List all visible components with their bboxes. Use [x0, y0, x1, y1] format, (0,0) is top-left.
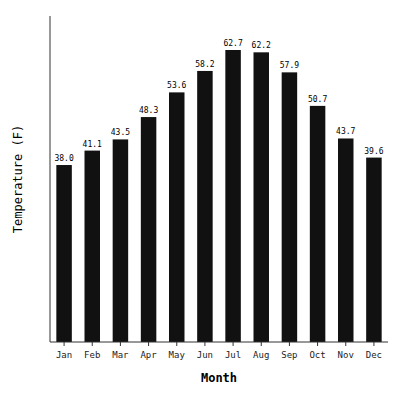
- data-label: 38.0: [54, 154, 73, 163]
- x-tick: [176, 342, 177, 346]
- y-axis-line: [50, 16, 51, 342]
- x-tick: [148, 342, 149, 346]
- x-tick-label: Sep: [281, 350, 297, 360]
- bar: [197, 71, 212, 342]
- x-axis-label: Month: [201, 371, 237, 385]
- x-tick-label: Aug: [253, 350, 269, 360]
- chart-container: 38.0 41.1 43.5 48.3 53.6 58.2 62.7 62.2 57.9 50.7…: [0, 0, 400, 400]
- bar: [366, 158, 381, 342]
- bars: [56, 50, 381, 342]
- data-label: 43.5: [111, 128, 130, 137]
- x-tick: [373, 342, 374, 346]
- chart-svg: 38.0 41.1 43.5 48.3 53.6 58.2 62.7 62.2 57.9 50.7…: [0, 0, 400, 400]
- data-label: 41.1: [83, 140, 102, 149]
- x-tick: [317, 342, 318, 346]
- data-label: 53.6: [167, 81, 186, 90]
- x-tick: [233, 342, 234, 346]
- bar: [310, 106, 325, 342]
- x-tick: [345, 342, 346, 346]
- x-tick: [64, 342, 65, 346]
- x-tick-label: Jul: [225, 350, 241, 360]
- bar: [225, 50, 240, 342]
- x-tick-label: Jan: [56, 350, 72, 360]
- bar: [282, 72, 297, 342]
- x-tick-label: Nov: [338, 350, 354, 360]
- background: [0, 0, 400, 400]
- x-tick: [204, 342, 205, 346]
- data-label: 39.6: [364, 147, 383, 156]
- x-tick-label: Jun: [197, 350, 213, 360]
- y-axis-label: Temperature (F): [11, 125, 25, 233]
- data-label: 57.9: [280, 61, 299, 70]
- data-label: 43.7: [336, 127, 355, 136]
- x-tick: [92, 342, 93, 346]
- x-tick-label: Apr: [140, 350, 157, 360]
- data-label: 50.7: [308, 95, 327, 104]
- bar: [85, 151, 100, 342]
- data-label: 62.7: [223, 39, 242, 48]
- data-label: 62.2: [252, 41, 271, 50]
- x-tick: [261, 342, 262, 346]
- data-label: 58.2: [195, 60, 214, 69]
- x-tick-label: Mar: [112, 350, 129, 360]
- bar: [141, 117, 156, 342]
- bar: [254, 52, 269, 342]
- bar: [169, 92, 184, 342]
- x-tick-label: May: [169, 350, 186, 360]
- x-axis-line: [50, 342, 388, 343]
- bar: [113, 139, 128, 342]
- bar: [338, 138, 353, 342]
- bar: [56, 165, 71, 342]
- data-label: 48.3: [139, 106, 158, 115]
- x-tick-label: Oct: [309, 350, 325, 360]
- x-tick: [289, 342, 290, 346]
- x-tick: [120, 342, 121, 346]
- x-tick-label: Dec: [366, 350, 382, 360]
- x-tick-label: Feb: [84, 350, 100, 360]
